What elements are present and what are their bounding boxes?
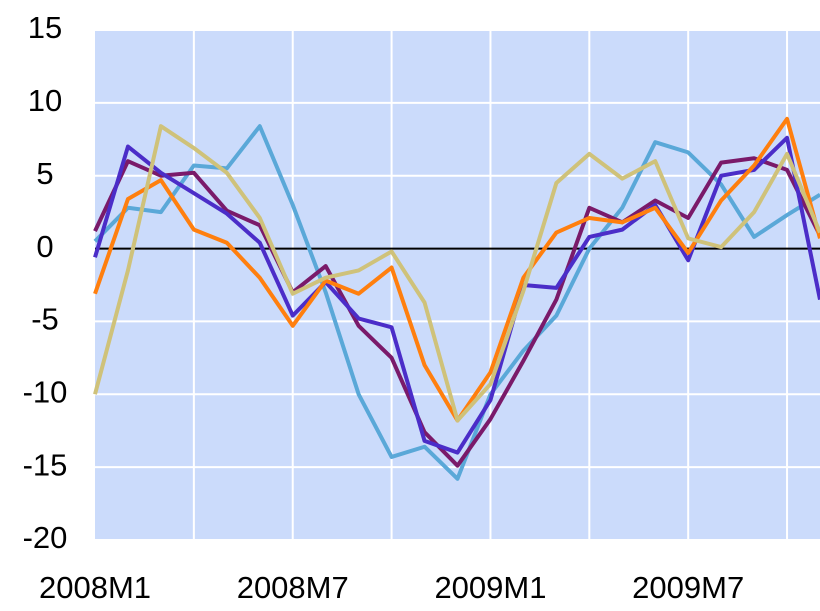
y-tick-label: -20 [23, 520, 68, 555]
x-tick-label: 2008M7 [237, 570, 349, 605]
y-tick-label: 0 [36, 229, 53, 264]
y-tick-label: 5 [36, 156, 53, 191]
y-tick-label: 10 [28, 83, 62, 118]
series-line [93, 124, 820, 481]
x-tick-label: 2008M1 [39, 570, 151, 605]
y-tick-label: -5 [31, 302, 59, 337]
plot-area [95, 30, 820, 540]
x-tick-label: 2009M7 [632, 570, 744, 605]
y-tick-label: -15 [23, 447, 68, 482]
series-line [93, 156, 820, 468]
x-tick-label: 2009M1 [434, 570, 546, 605]
series-line [93, 124, 820, 423]
y-tick-label: -10 [23, 374, 68, 409]
y-tick-label: 15 [28, 10, 62, 45]
